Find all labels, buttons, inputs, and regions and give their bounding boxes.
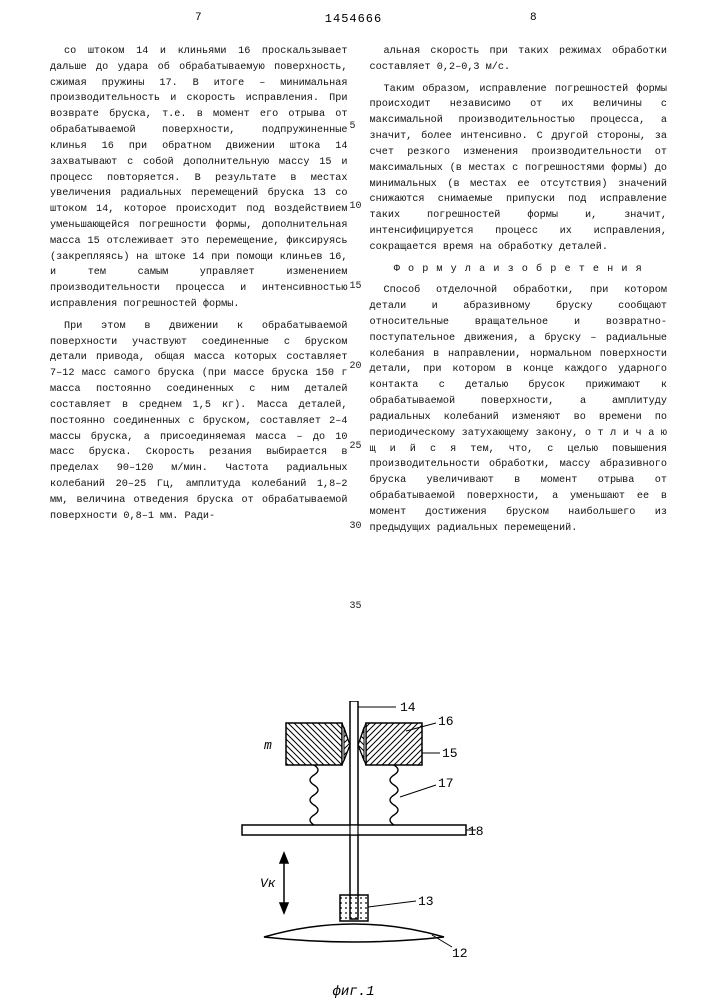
left-paragraph-1: со штоком 14 и клиньями 16 проскальзывае…	[50, 44, 348, 313]
formula-title: Ф о р м у л а и з о б р е т е н и я	[370, 262, 668, 278]
left-paragraph-2: При этом в движении к обрабатываемой пов…	[50, 319, 348, 525]
left-column: со штоком 14 и клиньями 16 проскальзывае…	[50, 44, 348, 542]
fig-label-15: 15	[442, 746, 458, 761]
fig-label-m: m	[264, 738, 272, 753]
line-number: 10	[350, 202, 362, 212]
figure-1-svg: 14 16 15 17 18 13 12 m Vк	[224, 701, 484, 981]
line-number: 15	[350, 282, 362, 292]
fig-label-vk: Vк	[260, 876, 276, 891]
fig-label-16: 16	[438, 714, 454, 729]
patent-page: 7 1454666 8 со штоком 14 и клиньями 16 п…	[0, 0, 707, 1000]
line-number: 20	[350, 362, 362, 372]
line-number: 25	[350, 442, 362, 452]
fig-label-14: 14	[400, 701, 416, 715]
fig-label-13: 13	[418, 894, 434, 909]
line-number: 35	[350, 602, 362, 612]
fig-label-12: 12	[452, 946, 468, 961]
right-column: альная скорость при таких режимах обрабо…	[370, 44, 668, 542]
fig-label-17: 17	[438, 776, 454, 791]
document-number: 1454666	[325, 12, 382, 26]
fig-label-18: 18	[468, 824, 484, 839]
line-number: 30	[350, 522, 362, 532]
vk-arrow	[280, 853, 288, 913]
column-number-left: 7	[195, 12, 202, 24]
figure-1: 14 16 15 17 18 13 12 m Vк фиг.1	[0, 701, 707, 1000]
line-number: 5	[350, 122, 356, 132]
text-columns: со штоком 14 и клиньями 16 проскальзывае…	[50, 44, 667, 542]
column-number-right: 8	[530, 12, 537, 24]
figure-caption: фиг.1	[0, 984, 707, 1000]
right-paragraph-1: альная скорость при таких режимах обрабо…	[370, 44, 668, 76]
right-paragraph-2: Таким образом, исправление погрешностей …	[370, 82, 668, 256]
right-paragraph-3: Способ отделочной обработки, при котором…	[370, 283, 668, 536]
